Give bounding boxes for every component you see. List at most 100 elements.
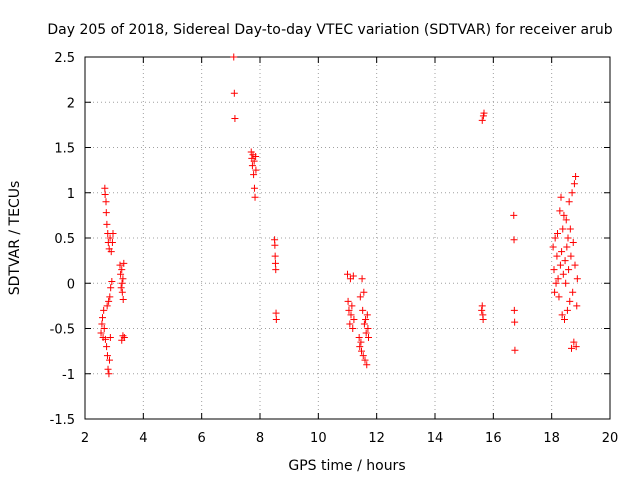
data-point-marker [363,311,371,319]
data-point-marker [510,211,518,219]
data-point-marker [103,220,111,228]
x-axis-label: GPS time / hours [288,458,405,474]
data-point-marker [116,261,124,269]
data-point-marker [549,243,557,251]
data-point-marker [102,198,110,206]
data-point-marker [117,284,125,292]
data-point-marker [117,270,125,278]
data-point-marker [478,302,486,310]
data-point-marker [478,306,486,314]
data-point-marker [365,334,372,342]
data-point-marker [106,293,114,301]
x-tick-label: 18 [543,431,560,446]
data-point-marker [364,325,372,332]
grid-lines [85,57,610,419]
data-point-marker [271,241,279,249]
data-point-marker [104,365,112,373]
data-point-marker [557,193,565,201]
data-point-marker [101,184,109,192]
data-point-marker [119,332,127,340]
data-point-marker [551,234,559,242]
x-tick-label: 2 [81,431,89,446]
data-point-marker [105,297,113,305]
data-point-marker [101,335,109,343]
data-point-marker [479,315,487,323]
data-point-marker [572,343,580,351]
data-point-marker [250,184,258,192]
data-point-marker [348,302,356,310]
data-point-marker [563,306,571,314]
data-point-marker [562,279,570,287]
data-point-marker [363,361,371,369]
data-point-marker [554,229,561,237]
data-point-marker [118,336,126,344]
data-point-marker [511,346,519,354]
data-point-marker [551,288,559,296]
data-point-marker [359,352,367,360]
data-point-marker [569,288,577,296]
data-point-marker [230,89,238,97]
data-point-marker [561,315,568,323]
data-point-marker [272,309,280,317]
data-point-marker [118,266,126,274]
data-point-marker [108,239,116,247]
data-point-marker [480,109,488,117]
data-point-marker [97,329,105,337]
data-point-marker [349,325,357,332]
data-point-marker [119,296,127,304]
data-point-marker [362,315,370,323]
data-point-marker [271,259,279,267]
data-point-marker [361,356,369,364]
data-point-marker [119,275,127,283]
data-point-marker [103,343,111,351]
data-point-marker [344,270,351,278]
data-point-marker [107,284,115,292]
data-point-marker [349,272,357,280]
data-point-marker [106,234,114,242]
y-tick-label: 2.5 [54,51,75,66]
data-point-marker [356,343,364,351]
x-tick-label: 10 [310,431,327,446]
x-tick-label: 14 [427,431,444,446]
data-point-marker [358,347,365,355]
y-tick-label: 1.5 [54,142,75,157]
plot-frame [84,56,611,420]
data-point-marker [565,266,573,274]
data-point-marker [100,325,108,332]
data-point-marker [248,162,256,170]
data-points [97,53,581,378]
data-point-marker [109,229,117,237]
axis-ticks: 2 4 6 8 10 12 14 16 18 20 -1.5 -1 -0.5 0 0.5 1 1.5 2 2.5 [50,51,619,446]
data-point-marker [570,180,578,188]
data-point-marker [559,270,567,278]
data-point-marker [271,252,279,260]
y-tick-label: 1 [67,187,75,202]
data-point-marker [560,211,568,219]
data-point-marker [355,334,363,342]
data-point-marker [511,318,519,326]
chart-title: Day 205 of 2018, Sidereal Day-to-day VTE… [47,22,612,38]
data-point-marker [566,225,574,233]
data-point-marker [345,306,353,314]
data-point-marker [566,297,574,305]
data-point-marker [510,306,518,314]
data-point-marker [510,236,518,244]
x-tick-label: 12 [368,431,385,446]
data-point-marker [346,320,354,328]
data-point-marker [563,243,571,251]
data-point-marker [118,288,126,296]
y-tick-label: 0 [67,277,75,292]
data-point-marker [357,338,365,346]
data-point-marker [552,279,560,287]
data-point-marker [360,288,368,296]
data-point-marker [272,315,280,323]
data-point-marker [347,311,355,319]
data-point-marker [555,293,563,301]
data-point-marker [106,334,114,342]
y-tick-label: 0.5 [54,232,75,247]
data-point-marker [573,275,581,283]
data-point-marker [103,302,111,310]
x-tick-label: 6 [198,431,206,446]
data-point-marker [554,275,562,283]
data-point-marker [344,297,352,305]
